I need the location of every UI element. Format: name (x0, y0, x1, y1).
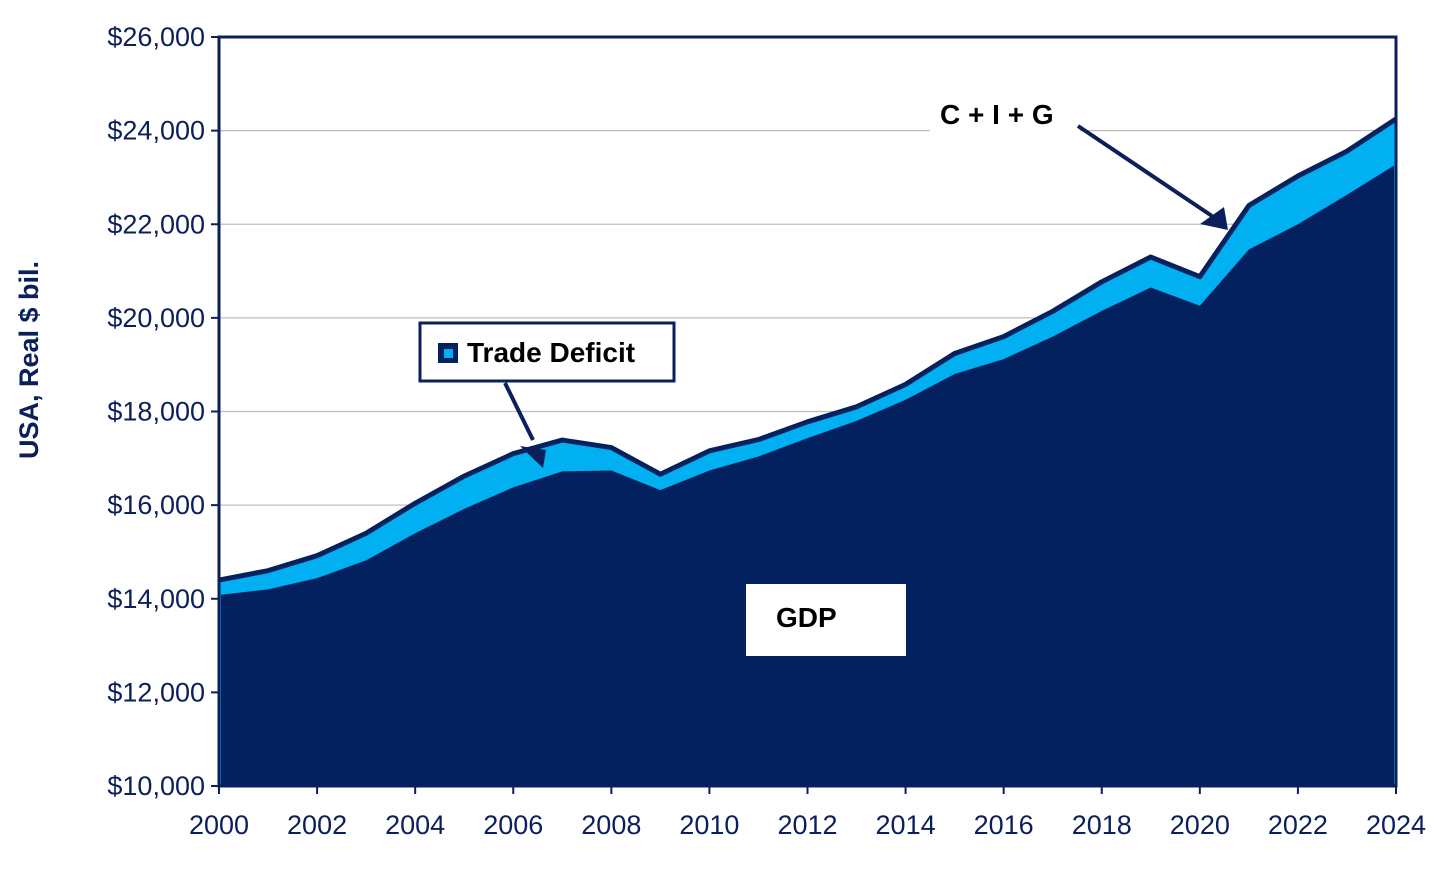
y-tick-label: $22,000 (107, 209, 205, 239)
trade-deficit-callout: Trade Deficit (418, 321, 676, 468)
x-tick-label: 2016 (974, 810, 1034, 840)
cig-arrowhead (1200, 207, 1228, 230)
y-tick-label: $20,000 (107, 303, 205, 333)
gdp-label: GDP (776, 602, 837, 633)
cig-callout: C + I + G (930, 92, 1228, 230)
y-tick-label: $24,000 (107, 116, 205, 146)
cig-arrow-line (1076, 124, 1214, 218)
y-axis-label: USA, Real $ bil. (14, 261, 44, 459)
cig-label-bg (930, 92, 1080, 134)
trade-deficit-arrow-line (503, 382, 535, 441)
trade-deficit-arrowhead (520, 446, 546, 468)
x-axis-ticks: 2000 2002 2004 2006 2008 2010 2012 2014 2016 2018… (189, 786, 1426, 840)
x-tick-label: 2022 (1268, 810, 1328, 840)
cig-series-line (218, 116, 1398, 583)
trade-deficit-swatch-inner (444, 349, 453, 358)
y-tick-label: $10,000 (107, 771, 205, 801)
y-tick-label: $18,000 (107, 397, 205, 427)
x-tick-label: 2010 (679, 810, 739, 840)
y-tick-label: $14,000 (107, 584, 205, 614)
gdp-callout: GDP (746, 584, 906, 656)
x-tick-label: 2002 (287, 810, 347, 840)
x-tick-label: 2024 (1366, 810, 1426, 840)
trade-deficit-box (418, 321, 676, 383)
x-tick-label: 2014 (876, 810, 936, 840)
gdp-area (219, 164, 1396, 786)
trade-deficit-label: Trade Deficit (467, 337, 635, 368)
cig-label: C + I + G (940, 99, 1054, 130)
gdp-label-box (746, 584, 906, 656)
y-axis-ticks: $10,000 $12,000 $14,000 $16,000 $18,000 $20,0… (107, 22, 219, 801)
x-tick-label: 2008 (581, 810, 641, 840)
x-tick-label: 2020 (1170, 810, 1230, 840)
y-tick-label: $12,000 (107, 677, 205, 707)
x-tick-label: 2006 (483, 810, 543, 840)
y-tick-label: $16,000 (107, 490, 205, 520)
x-tick-label: 2000 (189, 810, 249, 840)
y-tick-label: $26,000 (107, 22, 205, 52)
x-tick-label: 2004 (385, 810, 445, 840)
x-tick-label: 2012 (777, 810, 837, 840)
x-tick-label: 2018 (1072, 810, 1132, 840)
